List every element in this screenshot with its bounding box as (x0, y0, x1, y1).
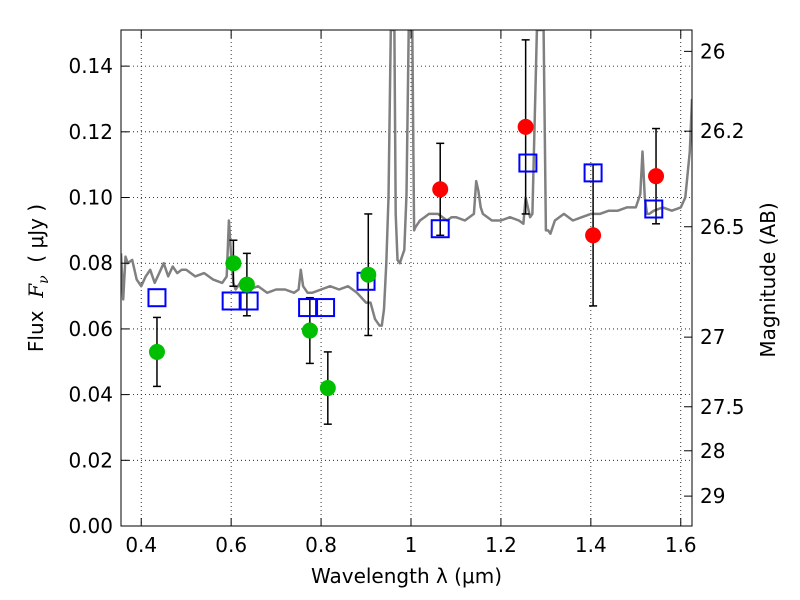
y-axis-label-symbol: F (24, 283, 48, 299)
y-axis-label-suffix: ( μJy ) (24, 204, 48, 276)
y-tick-label: 0.14 (68, 54, 113, 78)
right-tick-label: 27 (700, 325, 725, 349)
green-data-point (301, 322, 318, 339)
right-tick-label: 29 (700, 484, 725, 508)
y-tick-label: 0.02 (68, 448, 113, 472)
y-tick-label: 0.10 (68, 186, 113, 210)
y-tick-label: 0.00 (68, 514, 113, 538)
green-data-point (238, 276, 255, 293)
y-tick-label: 0.12 (68, 120, 113, 144)
green-data-point (148, 343, 165, 360)
x-tick-label: 0.4 (125, 533, 157, 557)
y-tick-label: 0.08 (68, 251, 113, 275)
model-square (239, 291, 259, 311)
model-square (518, 153, 538, 173)
x-tick-label: 0.6 (215, 533, 247, 557)
green-data-point (360, 266, 377, 283)
model-square (430, 219, 450, 239)
model-square (298, 298, 318, 318)
x-axis-label: Wavelength λ (μm) (311, 564, 502, 588)
spectrum-layer (121, 30, 692, 327)
green-data-point (225, 255, 242, 272)
right-tick-label: 26 (700, 39, 725, 63)
grid (121, 30, 692, 526)
x-tick-label: 1.2 (485, 533, 517, 557)
green-data-point (319, 380, 336, 397)
tick-labels: 0.4 0.6 0.8 1 1.2 1.4 1.6 0.00 0.02 0.04 0.06 0.08 0… (68, 39, 744, 557)
x-tick-label: 0.8 (305, 533, 337, 557)
right-axis-label: Magnitude (AB) (756, 202, 780, 357)
right-tick-label: 26.5 (700, 215, 745, 239)
x-tick-label: 1.4 (575, 533, 607, 557)
right-tick-label: 27.5 (700, 395, 745, 419)
y-tick-label: 0.04 (68, 383, 113, 407)
y-axis-label: Flux Fν ( μJy ) (24, 204, 52, 352)
right-tick-label: 26.2 (700, 119, 745, 143)
red-data-point (585, 227, 602, 244)
right-tick-label: 28 (700, 439, 725, 463)
photometry-point-layer (148, 118, 665, 397)
red-data-point (648, 168, 665, 185)
plot-frame (120, 29, 693, 527)
model-square-layer (147, 153, 664, 318)
x-tick-label: 1.6 (665, 533, 697, 557)
y-tick-label: 0.06 (68, 317, 113, 341)
errorbar-layer (152, 39, 661, 425)
red-data-point (517, 118, 534, 135)
model-square (583, 163, 603, 183)
red-data-point (432, 181, 449, 198)
y-axis-label-prefix: Flux (24, 298, 48, 352)
y-axis-label-subscript: ν (36, 275, 52, 284)
model-spectrum-line (121, 30, 692, 327)
model-square (316, 298, 336, 318)
model-square (644, 199, 664, 219)
x-tick-label: 1 (405, 533, 418, 557)
model-square (147, 288, 167, 308)
tick-marks (121, 30, 692, 527)
